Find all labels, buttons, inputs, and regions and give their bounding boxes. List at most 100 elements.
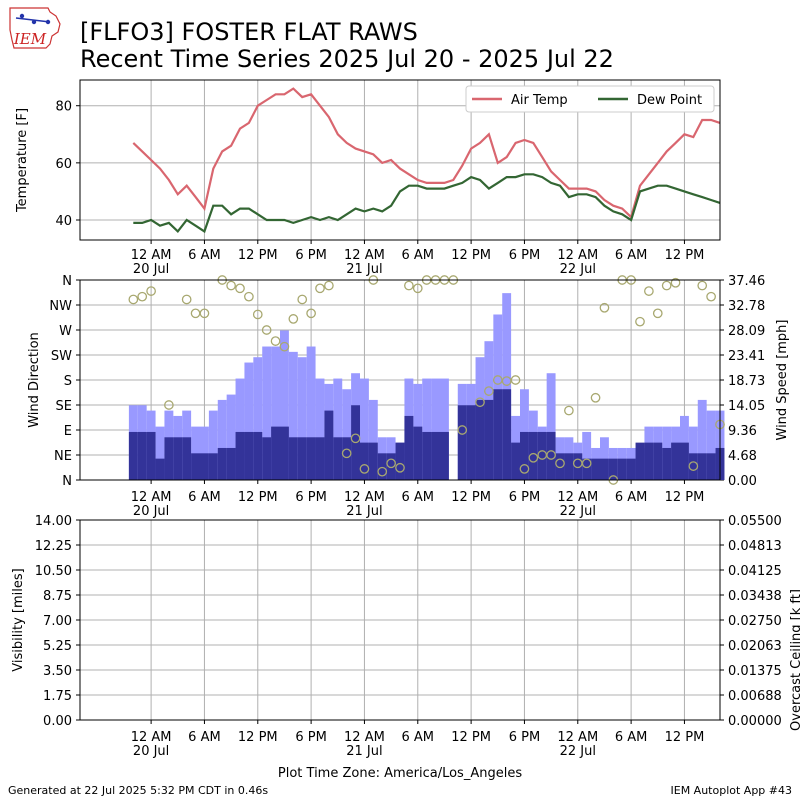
direction-point	[146, 286, 156, 296]
iem-logo: IEM	[9, 7, 61, 49]
speed-bar	[360, 442, 369, 480]
speed-bar	[137, 431, 147, 480]
speed-bar	[368, 442, 378, 480]
direction-point	[377, 466, 388, 477]
speed-tick-label: 0.00	[728, 474, 757, 489]
x-tick-label: 12 AM	[344, 730, 385, 745]
wind-speed-y-label: Wind Speed [mph]	[775, 320, 790, 441]
speed-bar	[164, 437, 174, 480]
x-tick-date: 22 Jul	[560, 744, 596, 759]
ceiling-tick-label: 0.01375	[728, 664, 782, 679]
gust-bar	[253, 357, 263, 480]
gust-bar	[217, 399, 227, 480]
direction-point	[644, 286, 654, 296]
direction-point	[270, 336, 281, 346]
x-tick-label: 12 AM	[557, 248, 598, 263]
speed-bar	[653, 442, 663, 480]
gust-bar	[697, 399, 707, 480]
x-tick-date: 20 Jul	[133, 744, 169, 759]
speed-bar	[573, 453, 583, 480]
direction-point	[599, 302, 610, 313]
speed-bar	[146, 431, 156, 480]
visibility-tick-label: 14.00	[35, 514, 72, 529]
direction-point	[706, 291, 716, 302]
direction-point	[341, 448, 352, 459]
speed-bar	[324, 410, 334, 480]
legend-box	[465, 85, 715, 113]
speed-tick-label: 9.36	[728, 424, 757, 439]
visibility-axes-frame	[79, 519, 721, 721]
gust-bar	[226, 394, 236, 480]
gust-bar	[360, 378, 369, 480]
speed-bar	[377, 453, 387, 480]
gust-bar	[306, 346, 316, 480]
speed-bar	[591, 458, 600, 480]
direction-point	[252, 309, 263, 320]
speed-bar	[466, 405, 476, 480]
gust-bar	[288, 351, 298, 480]
speed-bar	[626, 458, 636, 480]
direction-tick-label: NE	[54, 449, 72, 464]
speed-tick-label: 18.73	[728, 374, 765, 389]
speed-bar	[520, 431, 529, 480]
speed-tick-label: 14.05	[728, 399, 765, 414]
direction-point	[510, 375, 521, 385]
title-line-2: Recent Time Series 2025 Jul 20 - 2025 Ju…	[80, 45, 614, 73]
ceiling-tick-label: 0.05500	[728, 514, 782, 529]
direction-tick-label: S	[64, 374, 72, 389]
direction-point	[555, 458, 565, 469]
speed-bar	[182, 437, 192, 480]
dew-point-line	[133, 173, 721, 234]
x-tick-label: 6 PM	[509, 248, 540, 263]
direction-point	[128, 294, 139, 305]
speed-bar	[493, 389, 503, 480]
x-tick-label: 12 PM	[238, 248, 278, 263]
x-tick-label: 12 AM	[131, 248, 172, 263]
logo-text: IEM	[13, 30, 47, 48]
speed-tick-label: 32.78	[728, 299, 765, 314]
speed-bar	[280, 426, 289, 480]
x-tick-date: 21 Jul	[346, 504, 382, 519]
direction-point	[697, 280, 708, 291]
temperature-axes-frame	[79, 79, 721, 241]
x-tick-label: 12 PM	[665, 490, 705, 505]
gust-bar	[342, 389, 352, 480]
direction-point	[199, 308, 210, 319]
speed-bar	[546, 431, 556, 480]
ceiling-tick-label: 0.00688	[728, 689, 782, 704]
gust-bar	[297, 357, 307, 480]
x-tick-label: 12 AM	[131, 490, 172, 505]
ceiling-y-label: Overcast Ceiling [k ft]	[789, 589, 800, 731]
x-tick-date: 22 Jul	[560, 504, 596, 519]
x-tick-label: 12 PM	[451, 490, 491, 505]
speed-bar	[208, 453, 218, 480]
direction-point	[261, 325, 272, 335]
air-temp-line	[132, 87, 721, 220]
visibility-tick-label: 3.50	[43, 664, 72, 679]
speed-bar	[475, 399, 485, 480]
speed-bar	[422, 431, 432, 480]
direction-point	[404, 280, 414, 291]
temperature-y-label: Temperature [F]	[15, 108, 30, 213]
speed-bar	[457, 405, 467, 480]
x-tick-label: 12 PM	[451, 730, 491, 745]
speed-bar	[155, 458, 165, 480]
speed-bar	[555, 453, 565, 480]
x-tick-label: 6 AM	[402, 730, 435, 745]
speed-bar	[288, 437, 298, 480]
speed-bar	[386, 453, 396, 480]
speed-bar	[271, 426, 280, 480]
speed-bar	[431, 431, 440, 480]
speed-bar	[315, 437, 325, 480]
title-line-1: [FLFO3] FOSTER FLAT RAWS	[80, 18, 418, 46]
x-tick-label: 12 PM	[238, 490, 278, 505]
x-tick-date: 20 Jul	[133, 504, 169, 519]
x-tick-label: 6 AM	[615, 730, 648, 745]
x-tick-label: 12 PM	[238, 730, 278, 745]
speed-bar	[582, 458, 592, 480]
speed-bar	[128, 431, 138, 480]
gust-bar	[422, 378, 432, 480]
